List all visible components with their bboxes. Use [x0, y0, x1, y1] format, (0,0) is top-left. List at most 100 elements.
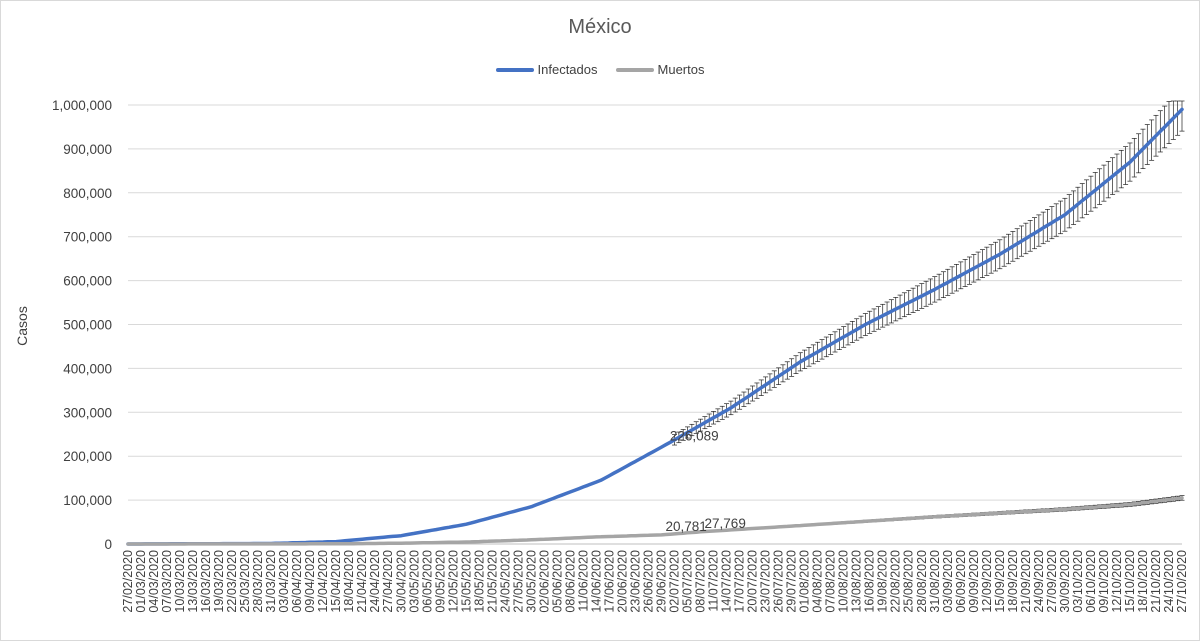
x-tick-label: 04/03/2020 — [147, 550, 161, 613]
y-tick-label: 100,000 — [63, 493, 112, 508]
y-tick-label: 0 — [104, 537, 112, 552]
x-tick-label: 03/10/2020 — [1071, 550, 1085, 613]
x-tick-label: 03/05/2020 — [407, 550, 421, 613]
legend-entry-infectados[interactable]: Infectados — [495, 62, 598, 77]
gridlines — [128, 104, 1182, 545]
x-tick-label: 24/09/2020 — [1032, 550, 1046, 613]
x-tick-label: 28/08/2020 — [915, 550, 929, 613]
x-tick-label: 02/07/2020 — [668, 550, 682, 613]
x-tick-label: 12/04/2020 — [316, 550, 330, 613]
x-tick-label: 21/04/2020 — [355, 550, 369, 613]
x-tick-label: 30/09/2020 — [1058, 550, 1072, 613]
x-tick-label: 03/04/2020 — [277, 550, 291, 613]
series-line-muertos[interactable] — [126, 496, 1184, 546]
x-tick-label: 19/08/2020 — [876, 550, 890, 613]
x-tick-label: 23/06/2020 — [628, 550, 642, 613]
x-tick-label: 16/03/2020 — [199, 550, 213, 613]
x-tick-label: 13/08/2020 — [850, 550, 864, 613]
x-tick-label: 04/08/2020 — [811, 550, 825, 613]
x-tick-label: 10/03/2020 — [173, 550, 187, 613]
legend-label-infectados: Infectados — [537, 62, 598, 77]
x-tick-labels: 27/02/2020 01/03/2020 04/03/2020 07/03/2020… — [121, 550, 1189, 613]
x-tick-label: 11/07/2020 — [707, 550, 721, 612]
error-bars — [672, 100, 1185, 535]
data-label: 226,089 — [670, 429, 719, 444]
y-tick-label: 700,000 — [63, 230, 112, 245]
x-tick-label: 24/05/2020 — [498, 550, 512, 613]
x-tick-label: 05/07/2020 — [681, 550, 695, 613]
x-tick-label: 03/09/2020 — [941, 550, 955, 613]
x-tick-label: 31/08/2020 — [928, 550, 942, 613]
x-tick-label: 12/09/2020 — [980, 550, 994, 613]
x-tick-label: 06/05/2020 — [420, 550, 434, 613]
x-tick-label: 22/03/2020 — [225, 550, 239, 613]
data-label: 27,769 — [705, 516, 746, 531]
x-tick-label: 09/09/2020 — [967, 550, 981, 613]
legend-swatch-muertos — [615, 67, 654, 72]
x-tick-label: 09/10/2020 — [1097, 550, 1111, 613]
x-tick-label: 26/07/2020 — [772, 550, 786, 613]
x-tick-label: 13/03/2020 — [186, 550, 200, 613]
x-tick-label: 27/09/2020 — [1045, 550, 1059, 613]
x-tick-label: 28/03/2020 — [251, 550, 265, 613]
x-tick-label: 20/07/2020 — [746, 550, 760, 613]
x-tick-label: 02/06/2020 — [537, 550, 551, 613]
x-tick-label: 01/03/2020 — [134, 550, 148, 613]
chart-title: México — [568, 16, 632, 38]
legend-entry-muertos[interactable]: Muertos — [615, 62, 705, 77]
x-tick-label: 01/08/2020 — [798, 550, 812, 613]
x-tick-label: 30/04/2020 — [394, 550, 408, 613]
y-tick-label: 300,000 — [63, 405, 112, 420]
x-tick-label: 23/07/2020 — [759, 550, 773, 613]
x-tick-label: 12/05/2020 — [446, 550, 460, 613]
y-tick-label: 400,000 — [63, 361, 112, 376]
x-tick-label: 27/04/2020 — [381, 550, 395, 613]
x-tick-label: 18/10/2020 — [1136, 550, 1150, 613]
legend-swatch-infectados — [495, 67, 534, 72]
x-tick-label: 29/07/2020 — [785, 550, 799, 613]
y-tick-label: 1,000,000 — [52, 98, 112, 113]
x-tick-label: 06/04/2020 — [290, 550, 304, 613]
x-tick-label: 21/10/2020 — [1149, 550, 1163, 613]
series-line-infectados[interactable] — [126, 107, 1184, 546]
x-tick-label: 17/06/2020 — [602, 550, 616, 613]
x-tick-label: 06/10/2020 — [1084, 550, 1098, 613]
x-tick-label: 09/05/2020 — [433, 550, 447, 613]
x-tick-label: 08/06/2020 — [563, 550, 577, 613]
x-tick-label: 15/05/2020 — [459, 550, 473, 613]
x-tick-label: 27/05/2020 — [511, 550, 525, 613]
x-tick-label: 25/03/2020 — [238, 550, 252, 613]
x-tick-label: 15/10/2020 — [1123, 550, 1137, 613]
x-tick-label: 26/06/2020 — [641, 550, 655, 613]
x-tick-label: 14/06/2020 — [589, 550, 603, 613]
legend: Infectados Muertos — [0, 62, 1200, 77]
x-tick-label: 15/04/2020 — [329, 550, 343, 613]
x-tick-label: 24/04/2020 — [368, 550, 382, 613]
x-tick-label: 14/07/2020 — [720, 550, 734, 613]
x-tick-label: 05/06/2020 — [550, 550, 564, 613]
x-tick-label: 27/10/2020 — [1175, 550, 1189, 613]
y-tick-label: 200,000 — [63, 449, 112, 464]
y-tick-label: 900,000 — [63, 142, 112, 157]
x-tick-label: 31/03/2020 — [264, 550, 278, 613]
x-tick-label: 21/09/2020 — [1019, 550, 1033, 613]
x-tick-label: 16/08/2020 — [863, 550, 877, 613]
x-tick-label: 25/08/2020 — [902, 550, 916, 613]
x-tick-label: 27/02/2020 — [121, 550, 135, 613]
x-tick-label: 17/07/2020 — [733, 550, 747, 613]
x-tick-label: 09/04/2020 — [303, 550, 317, 613]
x-tick-label: 20/06/2020 — [615, 550, 629, 613]
legend-label-muertos: Muertos — [657, 62, 705, 77]
x-tick-label: 21/05/2020 — [485, 550, 499, 613]
x-tick-label: 19/03/2020 — [212, 550, 226, 613]
x-tick-label: 11/06/2020 — [576, 550, 590, 612]
x-tick-label: 06/09/2020 — [954, 550, 968, 613]
y-tick-labels: 0 100,000 200,000 300,000 400,000 500,000 600,… — [52, 98, 112, 552]
x-tick-label: 18/09/2020 — [1006, 550, 1020, 613]
x-tick-label: 07/08/2020 — [824, 550, 838, 613]
y-tick-label: 800,000 — [63, 186, 112, 201]
x-tick-label: 18/04/2020 — [342, 550, 356, 613]
